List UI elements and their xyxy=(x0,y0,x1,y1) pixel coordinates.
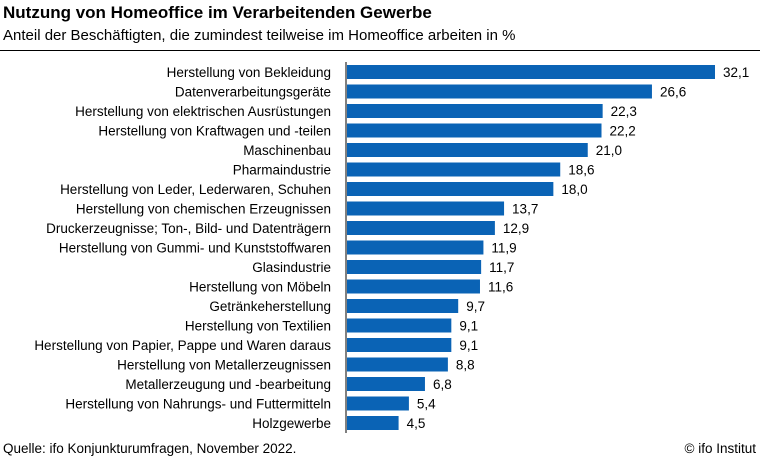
category-label: Herstellung von chemischen Erzeugnissen xyxy=(76,202,331,217)
value-label: 22,3 xyxy=(611,104,637,119)
value-label: 6,8 xyxy=(433,377,452,392)
category-label: Herstellung von Textilien xyxy=(185,319,331,334)
bar xyxy=(347,396,409,411)
bar xyxy=(347,143,588,157)
value-label: 9,1 xyxy=(459,338,478,353)
chart-subtitle: Anteil der Beschäftigten, die zumindest … xyxy=(3,27,516,44)
bar xyxy=(347,279,480,294)
bar xyxy=(347,221,495,235)
bar xyxy=(347,377,425,391)
bar xyxy=(347,260,482,274)
bar xyxy=(347,318,452,333)
bar xyxy=(347,84,652,99)
value-label: 21,0 xyxy=(596,143,622,158)
value-label: 22,2 xyxy=(610,124,636,139)
category-label: Herstellung von Möbeln xyxy=(189,280,331,295)
category-label: Herstellung von Nahrungs- und Futtermitt… xyxy=(65,397,331,412)
value-label: 4,5 xyxy=(407,416,426,431)
chart-title: Nutzung von Homeoffice im Verarbeitenden… xyxy=(3,3,432,22)
value-label: 9,1 xyxy=(459,319,478,334)
bar xyxy=(347,201,505,216)
category-label: Herstellung von Kraftwagen und -teilen xyxy=(98,124,331,139)
category-label: Herstellung von Gummi- und Kunststoffwar… xyxy=(59,241,331,256)
value-label: 18,0 xyxy=(561,182,587,197)
value-label: 5,4 xyxy=(417,397,436,412)
category-label: Glasindustrie xyxy=(252,260,331,275)
value-label: 11,6 xyxy=(488,280,513,295)
category-label: Maschinenbau xyxy=(243,143,331,158)
bar xyxy=(347,182,554,196)
bar xyxy=(347,240,484,255)
category-label: Herstellung von Leder, Lederwaren, Schuh… xyxy=(60,182,331,197)
value-label: 9,7 xyxy=(466,299,485,314)
value-label: 12,9 xyxy=(503,221,529,236)
bar xyxy=(347,416,399,430)
title-divider xyxy=(0,50,760,51)
category-label: Datenverarbeitungsgeräte xyxy=(175,85,331,100)
category-label: Herstellung von Metallerzeugnissen xyxy=(117,358,331,373)
bar xyxy=(347,162,561,177)
bar-chart: Herstellung von Bekleidung 32,1 Datenverar… xyxy=(34,62,749,433)
value-label: 32,1 xyxy=(723,65,749,80)
value-label: 11,9 xyxy=(491,241,516,256)
source-note: Quelle: ifo Konjunkturumfragen, November… xyxy=(3,441,297,456)
bar xyxy=(347,104,603,118)
bar xyxy=(347,65,715,79)
value-label: 13,7 xyxy=(512,202,538,217)
bar xyxy=(347,299,459,313)
category-label: Herstellung von Bekleidung xyxy=(167,65,331,80)
category-label: Metallerzeugung und -bearbeitung xyxy=(125,377,331,392)
bar xyxy=(347,338,452,352)
category-label: Getränkeherstellung xyxy=(209,299,331,314)
bar xyxy=(347,123,602,138)
value-label: 26,6 xyxy=(660,85,686,100)
copyright-note: © ifo Institut xyxy=(684,441,756,456)
category-label: Herstellung von elektrischen Ausrüstunge… xyxy=(75,104,331,119)
category-label: Pharmaindustrie xyxy=(233,163,331,178)
value-label: 18,6 xyxy=(568,163,594,178)
category-label: Herstellung von Papier, Pappe und Waren … xyxy=(34,338,331,353)
value-label: 11,7 xyxy=(489,260,514,275)
value-label: 8,8 xyxy=(456,358,475,373)
category-label: Holzgewerbe xyxy=(252,416,331,431)
category-label: Druckerzeugnisse; Ton-, Bild- und Datent… xyxy=(46,221,331,236)
bar xyxy=(347,357,448,372)
